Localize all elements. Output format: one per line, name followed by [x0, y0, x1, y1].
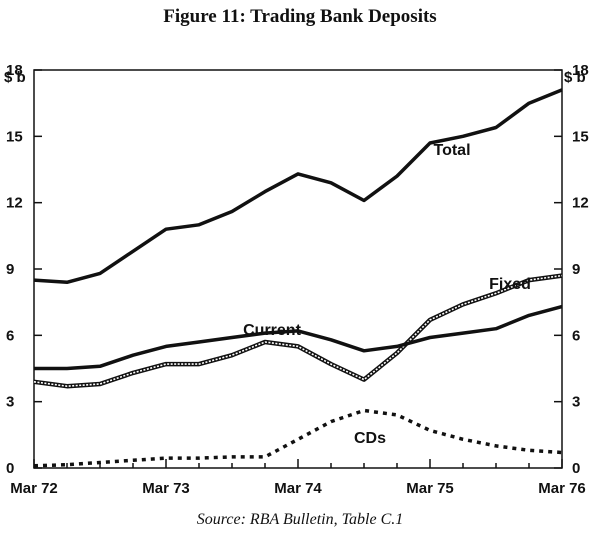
y-tick-label-right: 12: [572, 195, 589, 212]
source-note: Source: RBA Bulletin, Table C.1: [196, 511, 404, 528]
x-tick-label: Mar 75: [406, 480, 454, 497]
x-tick-label: Mar 73: [142, 480, 190, 497]
y-tick-label-right: 0: [572, 460, 580, 477]
x-tick-label: Mar 72: [10, 480, 58, 497]
left-y-ticks: 0 3 6 9 12 15 18: [6, 62, 42, 477]
y-tick-label-left: 12: [6, 195, 23, 212]
y-tick-label-right: 3: [572, 394, 580, 411]
y-tick-label-right: 15: [572, 128, 589, 145]
series-labels: Total Fixed Current CDs: [243, 142, 531, 447]
right-axis-unit: $ b: [564, 69, 586, 86]
left-axis-unit: $ b: [4, 69, 26, 86]
series-label-cds: CDs: [354, 430, 386, 447]
y-tick-label-right: 18: [572, 62, 589, 79]
series-line-cds: [33, 408, 563, 468]
x-tick-label: Mar 76: [538, 480, 586, 497]
y-tick-label-left: 15: [6, 128, 23, 145]
y-tick-label-left: 6: [6, 327, 14, 344]
y-tick-label-left: 3: [6, 394, 14, 411]
series-label-total: Total: [433, 142, 470, 159]
y-tick-label-right: 6: [572, 327, 580, 344]
series-line-current: [34, 304, 563, 371]
series-label-current: Current: [243, 322, 301, 339]
y-tick-label-left: 18: [6, 62, 23, 79]
series-label-fixed: Fixed: [489, 276, 531, 293]
series-line-fixed-inner: [33, 274, 563, 388]
series-line-total: [33, 88, 563, 285]
y-tick-label-right: 9: [572, 261, 580, 278]
x-ticks: Mar 72 Mar 73 Mar 74 Mar 75 Mar 76: [10, 459, 586, 497]
chart-title: Figure 11: Trading Bank Deposits: [163, 6, 437, 27]
y-tick-label-left: 9: [6, 261, 14, 278]
right-y-ticks: 0 3 6 9 12 15 18: [554, 62, 589, 477]
series-lines: [33, 88, 563, 468]
x-tick-label: Mar 74: [274, 480, 322, 497]
y-tick-label-left: 0: [6, 460, 14, 477]
